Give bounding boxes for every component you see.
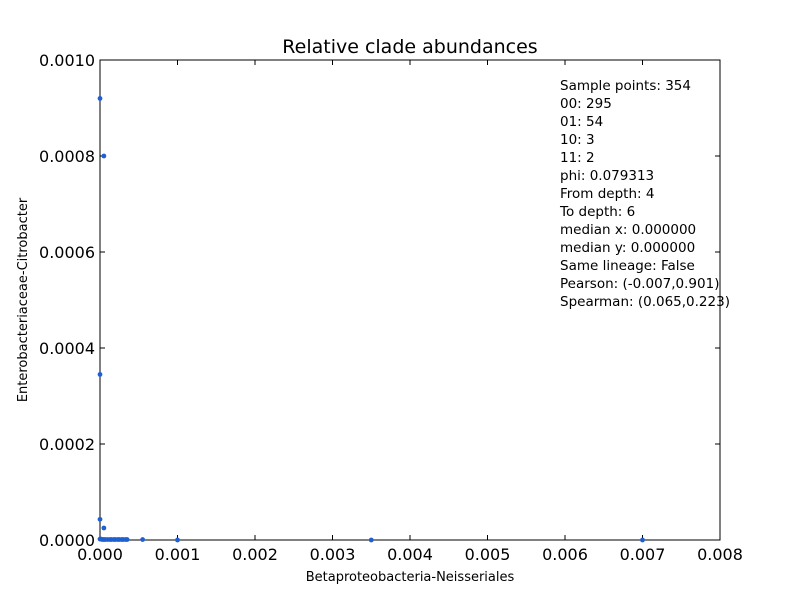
stats-annotation-line: median y: 0.000000 — [560, 240, 695, 256]
plot-area: 0.000 0.001 0.002 0.003 0.004 0.005 0.006 0.007… — [39, 51, 743, 564]
stats-annotation-line: Spearman: (0.065,0.223) — [560, 294, 730, 310]
y-tick-label: 0.0006 — [39, 243, 95, 262]
y-tick-label: 0.0000 — [39, 531, 95, 550]
data-point — [368, 537, 374, 543]
x-tick-label: 0.000 — [77, 545, 123, 564]
x-tick-label: 0.002 — [232, 545, 278, 564]
x-tick-label: 0.008 — [697, 545, 743, 564]
data-point — [101, 525, 107, 531]
data-point — [97, 516, 103, 522]
stats-annotation-line: phi: 0.079313 — [560, 168, 654, 184]
stats-annotation-line: median x: 0.000000 — [560, 222, 696, 238]
stats-annotation-line: 00: 295 — [560, 96, 612, 112]
x-tick-label: 0.005 — [465, 545, 511, 564]
chart-title: Relative clade abundances — [282, 36, 537, 58]
y-tick-label: 0.0010 — [39, 51, 95, 70]
stats-annotation-line: To depth: 6 — [559, 204, 635, 220]
stats-annotation-line: 11: 2 — [560, 150, 595, 166]
data-point — [101, 153, 107, 159]
x-tick-label: 0.006 — [542, 545, 588, 564]
stats-annotation-line: 01: 54 — [560, 114, 603, 130]
x-axis-label: Betaproteobacteria-Neisseriales — [306, 570, 515, 585]
x-tick-label: 0.001 — [155, 545, 201, 564]
data-point — [97, 372, 103, 377]
data-point — [175, 537, 180, 543]
y-tick-label: 0.0008 — [39, 147, 95, 166]
x-tick-label: 0.007 — [620, 545, 666, 564]
data-point — [140, 537, 146, 542]
y-axis-label: Enterobacteriaceae-Citrobacter — [16, 197, 31, 402]
data-point — [97, 96, 103, 101]
x-tick-label: 0.003 — [310, 545, 356, 564]
data-point — [640, 537, 645, 543]
stats-annotation-line: Pearson: (-0.007,0.901) — [560, 276, 719, 292]
x-tick-label: 0.004 — [387, 545, 433, 564]
stats-annotation-line: 10: 3 — [560, 132, 595, 148]
stats-annotation-line: From depth: 4 — [560, 186, 654, 202]
y-tick-label: 0.0002 — [39, 435, 95, 454]
data-point — [124, 537, 130, 542]
y-tick-label: 0.0004 — [39, 339, 95, 358]
stats-annotation-line: Same lineage: False — [560, 258, 695, 274]
stats-annotation-line: Sample points: 354 — [560, 78, 691, 94]
